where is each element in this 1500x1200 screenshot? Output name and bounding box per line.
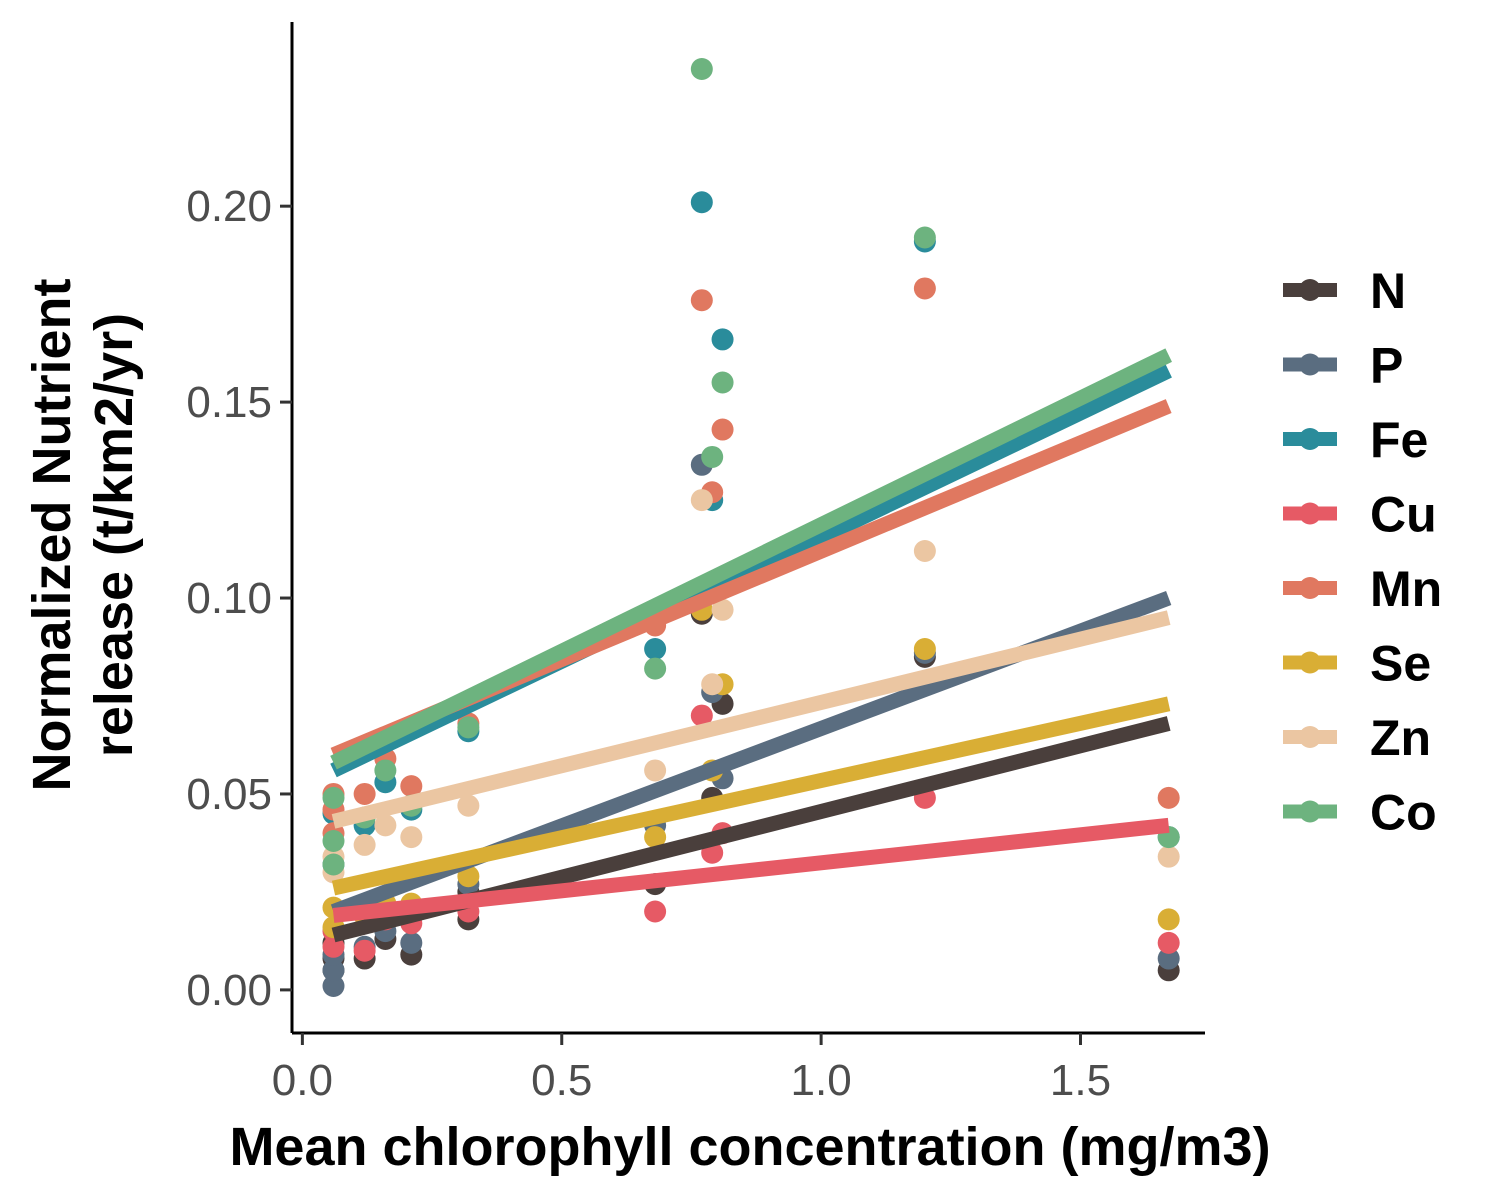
legend-key-point [1299, 279, 1321, 301]
legend-entry-p: P [1283, 338, 1403, 394]
point-co [457, 716, 480, 739]
legend-key-point [1299, 651, 1321, 674]
legend: NP Fe Cu Mn Se Zn Co [1283, 263, 1442, 841]
legend-entry-n: N [1283, 263, 1406, 319]
point-cu [353, 939, 376, 962]
y-tick-label: 0.00 [186, 966, 272, 1015]
point-zn [913, 540, 936, 563]
point-se [913, 637, 936, 660]
point-co [913, 226, 936, 249]
point-co [644, 657, 667, 680]
fit-line-co [330, 348, 1172, 770]
legend-label: Se [1370, 636, 1431, 692]
legend-label: Cu [1370, 487, 1437, 543]
point-fe [690, 191, 713, 214]
y-ticks: 0.00 0.05 0.10 0.15 0.20 [186, 182, 292, 1015]
fit-line-cu [332, 817, 1170, 923]
legend-key-point [1299, 800, 1321, 823]
point-fe [711, 328, 734, 351]
point-zn [701, 673, 724, 696]
legend-label: Co [1370, 785, 1437, 841]
point-zn [353, 833, 376, 856]
legend-entry-se: Se [1283, 636, 1431, 692]
x-ticks: 0.0 0.5 1.0 1.5 [272, 1033, 1111, 1105]
point-p [1157, 947, 1180, 970]
fit-line-se [331, 696, 1171, 896]
x-tick-label: 0.5 [531, 1056, 592, 1105]
point-zn [711, 598, 734, 621]
legend-label: N [1370, 263, 1406, 319]
point-mn [690, 289, 713, 312]
point-p [322, 974, 345, 997]
point-co [701, 445, 724, 468]
y-tick-label: 0.05 [186, 770, 272, 819]
x-axis-title: Mean chlorophyll concentration (mg/m3) [229, 1117, 1270, 1177]
point-mn [353, 782, 376, 805]
fit-lines-layer [330, 348, 1172, 943]
point-zn [1157, 845, 1180, 868]
legend-key-point [1299, 428, 1321, 450]
legend-key-point [1299, 726, 1321, 748]
y-tick-label: 0.10 [186, 574, 272, 623]
point-cu [644, 900, 667, 923]
point-mn [913, 277, 936, 300]
point-se [1157, 908, 1180, 931]
x-tick-label: 1.5 [1050, 1056, 1111, 1105]
y-tick-label: 0.20 [186, 182, 272, 231]
point-mn [400, 775, 423, 798]
point-cu [690, 704, 713, 727]
y-tick-label: 0.15 [186, 378, 272, 427]
point-zn [690, 489, 713, 512]
legend-label: Mn [1370, 561, 1442, 617]
point-co [322, 829, 345, 852]
point-mn [1157, 786, 1180, 809]
point-p [400, 931, 423, 954]
y-axis-title-line-1: Normalized Nutrient [22, 278, 82, 791]
y-axis-title-line-2: release (t/km2/yr) [84, 313, 144, 757]
legend-entry-co: Co [1283, 785, 1437, 841]
point-zn [457, 794, 480, 817]
legend-entry-cu: Cu [1283, 487, 1437, 543]
point-p [322, 959, 345, 982]
fit-line-zn [331, 610, 1171, 829]
point-se [644, 826, 667, 849]
legend-entry-zn: Zn [1283, 710, 1431, 766]
legend-entry-fe: Fe [1283, 412, 1428, 468]
point-zn [644, 759, 667, 782]
point-co [690, 58, 713, 81]
legend-label: Zn [1370, 710, 1431, 766]
point-cu [1157, 931, 1180, 954]
legend-entry-mn: Mn [1283, 561, 1442, 617]
x-tick-label: 1.0 [791, 1056, 852, 1105]
point-zn [400, 826, 423, 849]
legend-label: Fe [1370, 412, 1428, 468]
point-zn [374, 814, 397, 837]
point-mn [711, 418, 734, 441]
legend-label: P [1370, 338, 1403, 394]
point-fe [644, 637, 667, 660]
legend-key-point [1299, 502, 1321, 525]
point-co [374, 759, 397, 782]
x-tick-label: 0.0 [272, 1056, 333, 1105]
legend-key-point [1299, 353, 1321, 376]
y-axis-title: Normalized Nutrient release (t/km2/yr) [22, 278, 144, 791]
point-co [711, 371, 734, 394]
point-co [322, 786, 345, 809]
point-co [322, 853, 345, 876]
legend-key-point [1299, 577, 1321, 599]
